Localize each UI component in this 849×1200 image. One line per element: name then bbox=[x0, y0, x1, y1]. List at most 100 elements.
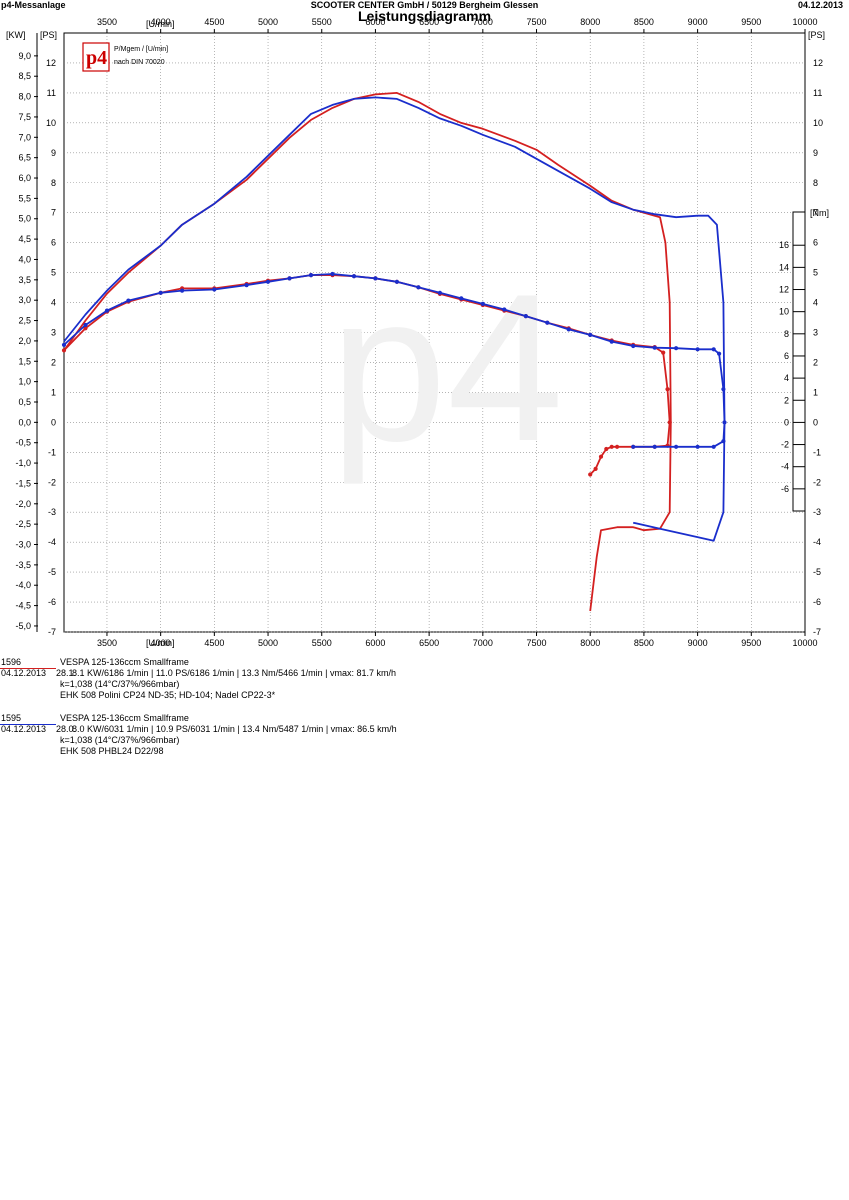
ps-tick-label-right: 1 bbox=[813, 387, 818, 397]
kw-tick-label: -1,5 bbox=[15, 478, 31, 488]
kw-tick-label: -5,0 bbox=[15, 621, 31, 631]
ps-tick-label-left: 12 bbox=[46, 58, 56, 68]
ps-tick-label-right: 7 bbox=[813, 208, 818, 218]
run-correction: k=1,038 (14°C/37%/966mbar) bbox=[60, 679, 180, 689]
x-tick-label-top: 5000 bbox=[258, 17, 278, 27]
ps-tick-label-left: 2 bbox=[51, 357, 56, 367]
data-point-1596 bbox=[588, 472, 593, 477]
run-date: 04.12.2013 bbox=[1, 668, 47, 678]
kw-tick-label: -3,0 bbox=[15, 540, 31, 550]
data-point-1596 bbox=[665, 387, 670, 392]
kw-tick-label: 0,0 bbox=[18, 417, 31, 427]
legend-line2: nach DIN 70020 bbox=[114, 59, 165, 66]
ps-tick-label-right: -4 bbox=[813, 537, 821, 547]
kw-tick-label: 7,5 bbox=[18, 112, 31, 122]
data-point-1595 bbox=[717, 351, 722, 356]
run-color-line-1596 bbox=[0, 668, 56, 669]
x-tick-label-top: 6000 bbox=[365, 17, 385, 27]
ps-tick-label-left: -7 bbox=[48, 627, 56, 637]
x-tick-label-top: 3500 bbox=[97, 17, 117, 27]
data-point-1595 bbox=[652, 345, 657, 350]
ps-tick-label-right: -7 bbox=[813, 627, 821, 637]
data-point-1595 bbox=[721, 439, 726, 444]
data-point-1596 bbox=[609, 444, 614, 449]
data-point-1596 bbox=[598, 454, 604, 459]
data-point-1595 bbox=[652, 444, 657, 449]
data-point-1595 bbox=[158, 290, 163, 295]
data-point-1595 bbox=[351, 274, 357, 279]
data-point-1596 bbox=[604, 446, 609, 452]
x-tick-label: 8000 bbox=[580, 638, 600, 648]
ps-tick-label-left: -6 bbox=[48, 597, 56, 607]
data-point-1595 bbox=[394, 279, 399, 284]
nm-tick-label: -6 bbox=[781, 484, 789, 494]
ps-tick-label-left: 11 bbox=[47, 88, 56, 98]
chart-grid bbox=[63, 32, 806, 633]
data-point-1595 bbox=[721, 387, 726, 392]
axis-unit-nm: [Nm] bbox=[810, 208, 829, 218]
kw-tick-label: 6,5 bbox=[18, 153, 31, 163]
data-point-1595 bbox=[459, 296, 464, 301]
x-tick-label: 7000 bbox=[473, 638, 493, 648]
ps-tick-label-right: 10 bbox=[813, 118, 823, 128]
data-point-1596 bbox=[615, 444, 620, 449]
ps-tick-label-left: 9 bbox=[51, 148, 56, 158]
x-tick-label: 5000 bbox=[258, 638, 278, 648]
data-point-1595 bbox=[695, 444, 700, 449]
ps-tick-label-right: 5 bbox=[813, 268, 818, 278]
run-setup: EHK 508 PHBL24 D22/98 bbox=[60, 746, 164, 756]
data-point-1595 bbox=[416, 285, 421, 290]
data-point-1595 bbox=[523, 314, 528, 319]
p4-watermark: p4 bbox=[330, 250, 564, 485]
kw-tick-label: 1,5 bbox=[18, 356, 31, 366]
x-tick-label: 3500 bbox=[97, 638, 117, 648]
ps-tick-label-left: 5 bbox=[51, 268, 56, 278]
kw-tick-label: -4,0 bbox=[15, 580, 31, 590]
ps-tick-label-right: 3 bbox=[813, 328, 818, 338]
run-values: 8.1 KW/6186 1/min | 11.0 PS/6186 1/min |… bbox=[72, 668, 397, 678]
ps-tick-label-right: -5 bbox=[813, 567, 821, 577]
x-tick-label: 4500 bbox=[204, 638, 224, 648]
header-right: 04.12.2013 bbox=[797, 0, 843, 10]
data-point-1595 bbox=[711, 444, 716, 449]
data-point-1595 bbox=[104, 308, 110, 313]
nm-tick-label: -4 bbox=[781, 462, 789, 472]
kw-tick-label: 4,5 bbox=[18, 234, 31, 244]
axis-unit-rpm-top: [U/min] bbox=[146, 19, 175, 29]
ps-tick-label-left: 3 bbox=[51, 328, 56, 338]
run-date: 04.12.2013 bbox=[1, 724, 47, 734]
ps-tick-label-left: 8 bbox=[51, 178, 56, 188]
p4-logo: p4 bbox=[86, 47, 107, 69]
data-point-1595 bbox=[180, 288, 185, 293]
ps-tick-label-right: -2 bbox=[813, 477, 821, 487]
data-point-1596 bbox=[667, 420, 672, 425]
data-point-1595 bbox=[265, 279, 271, 284]
data-point-1595 bbox=[588, 332, 593, 337]
data-point-1595 bbox=[711, 347, 716, 352]
ps-tick-label-left: 6 bbox=[51, 238, 56, 248]
kw-tick-label: 2,0 bbox=[18, 336, 31, 346]
run-model: VESPA 125-136ccm Smallframe bbox=[60, 713, 189, 723]
ps-tick-label-right: -3 bbox=[813, 507, 821, 517]
ps-tick-label-right: 11 bbox=[813, 88, 822, 98]
chart-title: Leistungsdiagramm bbox=[357, 8, 492, 24]
kw-tick-label: 1,0 bbox=[18, 377, 31, 387]
ps-tick-label-left: -3 bbox=[48, 507, 56, 517]
data-point-1595 bbox=[126, 298, 131, 303]
x-tick-label: 9500 bbox=[741, 638, 761, 648]
kw-tick-label: 0,5 bbox=[18, 397, 31, 407]
x-tick-label-top: 5500 bbox=[312, 17, 332, 27]
data-point-1595 bbox=[61, 342, 67, 347]
axis-unit-kw: [KW] bbox=[6, 30, 26, 40]
chart-series bbox=[61, 92, 727, 612]
ps-tick-label-left: 1 bbox=[51, 387, 56, 397]
data-point-1595 bbox=[502, 307, 507, 312]
kw-tick-label: -4,5 bbox=[15, 601, 31, 611]
kw-tick-label: 4,0 bbox=[18, 254, 31, 264]
ps-tick-label-right: 8 bbox=[813, 178, 818, 188]
run-time: 28.1. bbox=[56, 668, 77, 678]
data-point-1595 bbox=[545, 320, 550, 325]
data-point-1595 bbox=[212, 287, 217, 292]
kw-tick-label: -1,0 bbox=[15, 458, 31, 468]
data-point-1595 bbox=[244, 283, 249, 288]
